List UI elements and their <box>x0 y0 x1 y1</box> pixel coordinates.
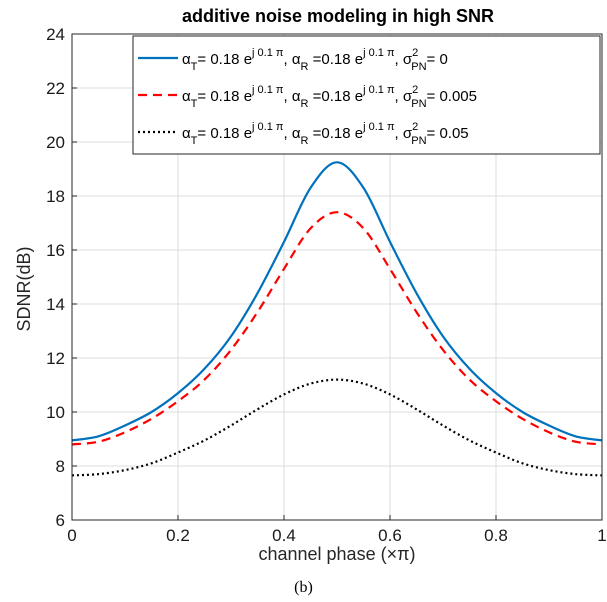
legend-text-part: , α <box>283 51 300 68</box>
y-tick-label: 18 <box>46 187 65 206</box>
legend-text-part: 2 <box>412 84 418 96</box>
legend-box <box>132 35 601 155</box>
legend-text-part: 2 <box>412 121 418 133</box>
legend-text-part: = 0.005 <box>427 88 477 105</box>
y-tick-label: 22 <box>46 79 65 98</box>
legend-text-part: PN <box>411 98 426 110</box>
legend-text-part: = 0.18 e <box>197 88 252 105</box>
sdnr-line-chart: additive noise modeling in high SNR 0 0.2… <box>14 6 607 564</box>
legend-text-part: , σ <box>395 125 413 142</box>
plot-area-frame <box>71 33 603 521</box>
legend-text-part: =0.18 e <box>308 51 363 68</box>
series-line-1 <box>71 161 603 442</box>
figure-caption: (b) <box>294 579 313 596</box>
legend-text-part: R <box>301 98 309 110</box>
legend-text-part: j 0.1 π <box>362 84 395 96</box>
legend-text-part: T <box>191 98 198 110</box>
x-tick-label: 0.2 <box>166 526 190 545</box>
y-tick-label: 16 <box>46 241 65 260</box>
y-tick-label: 6 <box>56 511 65 530</box>
legend-text-part: j 0.1 π <box>251 84 284 96</box>
legend-text-part: , σ <box>395 51 413 68</box>
series-lines <box>71 161 603 477</box>
series-line-3 <box>71 378 603 477</box>
y-tick-label: 8 <box>56 457 65 476</box>
legend-text-part: = 0.18 e <box>197 125 252 142</box>
x-axis-label: channel phase (×π) <box>258 544 415 564</box>
legend-text-part: , α <box>283 88 300 105</box>
legend-text-part: R <box>301 61 309 73</box>
legend-text-part: j 0.1 π <box>362 121 395 133</box>
y-axis-label: SDNR(dB) <box>14 246 34 331</box>
chart-title: additive noise modeling in high SNR <box>182 6 494 26</box>
y-tick-label: 20 <box>46 133 65 152</box>
legend-text-part: PN <box>411 135 426 147</box>
legend-text-part: = 0 <box>427 51 448 68</box>
x-tick-label: 0.8 <box>484 526 508 545</box>
legend-text-part: 2 <box>412 47 418 59</box>
legend-text-part: α <box>182 88 191 105</box>
legend-text-part: j 0.1 π <box>362 47 395 59</box>
legend-text-part: α <box>182 51 191 68</box>
y-tick-label: 10 <box>46 403 65 422</box>
legend-text-part: j 0.1 π <box>251 47 284 59</box>
legend-entry-1: αT= 0.18 ej 0.1 π, αR =0.18 ej 0.1 π, σ2… <box>182 47 448 73</box>
legend: αT= 0.18 ej 0.1 π, αR =0.18 ej 0.1 π, σ2… <box>132 35 601 155</box>
legend-text-part: T <box>191 135 198 147</box>
y-tick-label: 12 <box>46 349 65 368</box>
x-tick-label: 1 <box>597 526 606 545</box>
legend-text-part: =0.18 e <box>308 125 363 142</box>
legend-text-part: T <box>191 61 198 73</box>
legend-text-part: j 0.1 π <box>251 121 284 133</box>
y-tick-label: 14 <box>46 295 65 314</box>
x-tick-label: 0.4 <box>272 526 296 545</box>
legend-text-part: =0.18 e <box>308 88 363 105</box>
legend-text-part: R <box>301 135 309 147</box>
series-line-2 <box>71 211 603 446</box>
legend-text-part: , α <box>283 125 300 142</box>
legend-entry-3: αT= 0.18 ej 0.1 π, αR =0.18 ej 0.1 π, σ2… <box>182 121 469 147</box>
x-tick-label: 0 <box>67 526 76 545</box>
legend-text-part: PN <box>411 61 426 73</box>
legend-entry-2: αT= 0.18 ej 0.1 π, αR =0.18 ej 0.1 π, σ2… <box>182 84 477 110</box>
legend-text-part: , σ <box>395 88 413 105</box>
legend-text-part: α <box>182 125 191 142</box>
x-tick-label: 0.6 <box>378 526 402 545</box>
legend-text-part: = 0.05 <box>427 125 469 142</box>
y-tick-label: 24 <box>46 25 65 44</box>
legend-text-part: = 0.18 e <box>197 51 252 68</box>
